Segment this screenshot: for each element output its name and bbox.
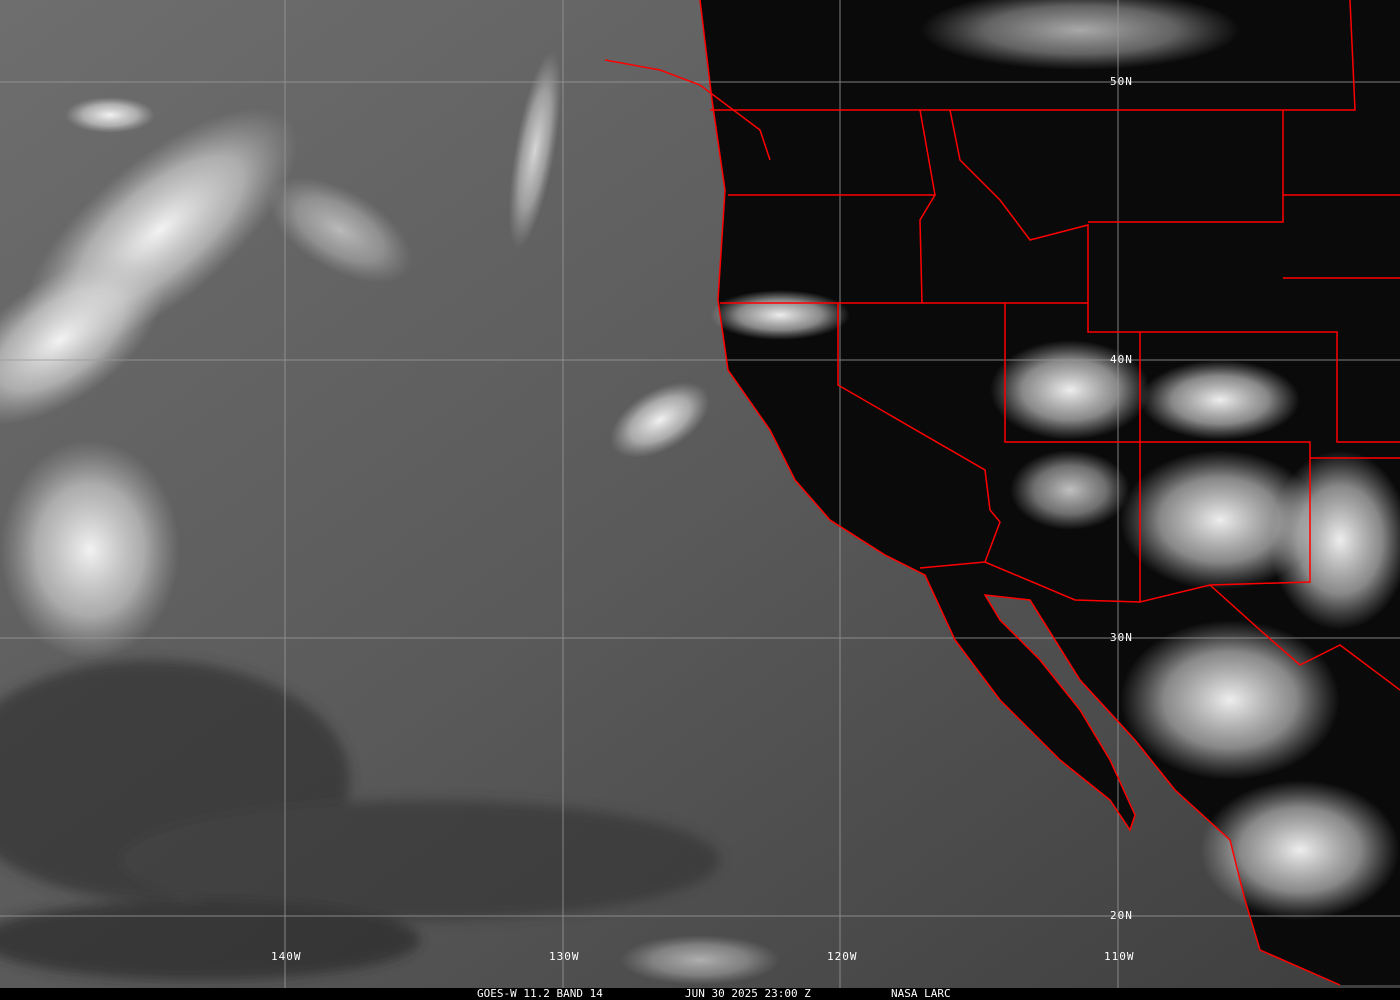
satellite-band-label: GOES-W 11.2 BAND 14	[477, 987, 603, 1000]
datetime-label: JUN 30 2025 23:00 Z	[685, 987, 811, 1000]
longitude-label-140w: 140W	[271, 950, 302, 963]
latitude-label-40n: 40N	[1110, 353, 1133, 366]
longitude-label-120w: 120W	[827, 950, 858, 963]
ocean-dark-patches	[0, 660, 720, 980]
latitude-label-50n: 50N	[1110, 75, 1133, 88]
longitude-label-130w: 130W	[549, 950, 580, 963]
longitude-label-110w: 110W	[1104, 950, 1135, 963]
image-caption-bar: GOES-W 11.2 BAND 14 JUN 30 2025 23:00 Z …	[0, 988, 1400, 1000]
latitude-label-20n: 20N	[1110, 909, 1133, 922]
credit-label: NASA LARC	[891, 987, 951, 1000]
latitude-label-30n: 30N	[1110, 631, 1133, 644]
political-borders	[604, 0, 1400, 986]
